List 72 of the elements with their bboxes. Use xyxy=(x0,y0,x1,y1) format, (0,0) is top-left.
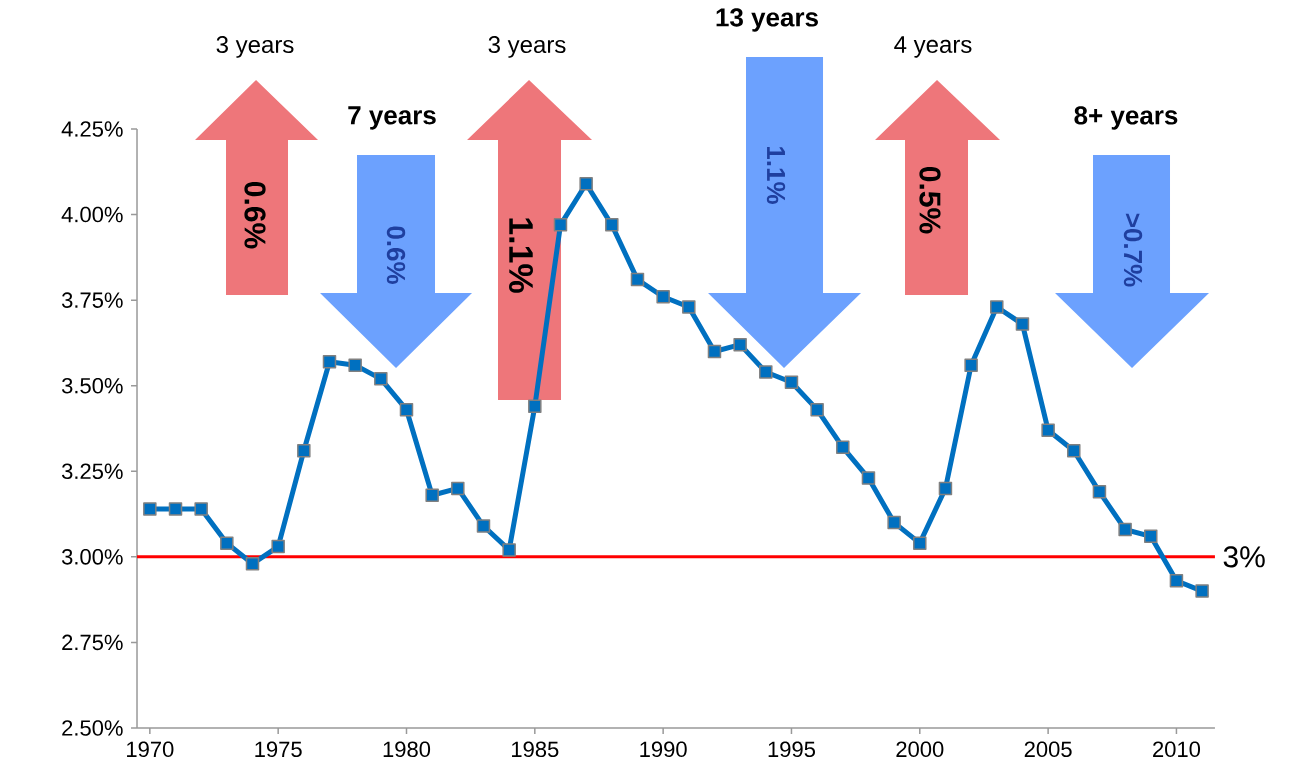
point xyxy=(451,481,465,496)
point xyxy=(528,399,542,413)
point xyxy=(1118,522,1132,537)
point xyxy=(759,365,773,379)
point xyxy=(1092,485,1107,499)
point xyxy=(990,300,1004,314)
annotation: 8+ years xyxy=(1074,106,1178,130)
point xyxy=(502,543,516,557)
y-tick-label: 3.50% xyxy=(61,377,123,394)
text: 3 years xyxy=(216,36,294,58)
point xyxy=(836,440,850,455)
point xyxy=(220,536,234,550)
point xyxy=(1195,584,1209,598)
point xyxy=(245,556,260,571)
point xyxy=(1169,574,1184,588)
point xyxy=(168,502,183,516)
point xyxy=(374,372,388,386)
y-tick-label: 3.25% xyxy=(61,463,123,480)
point xyxy=(425,488,439,502)
point xyxy=(1067,443,1081,458)
point xyxy=(913,536,927,550)
y-tick-label: 2.75% xyxy=(62,634,123,651)
point xyxy=(733,337,747,352)
x-tick-label: 1995 xyxy=(768,741,815,758)
point xyxy=(194,502,208,516)
text: 4 years xyxy=(894,36,972,58)
text: 3 years xyxy=(488,36,566,58)
point xyxy=(630,272,645,287)
point xyxy=(964,358,978,372)
point xyxy=(322,354,337,369)
point xyxy=(784,375,799,390)
annotation: 0.6% xyxy=(244,181,266,249)
ref-line-label: 3% xyxy=(1223,546,1265,568)
x-tick-label: 2005 xyxy=(1024,741,1072,758)
annotation: 0.5% xyxy=(919,166,941,234)
x-tick-label: 1975 xyxy=(255,741,302,758)
point xyxy=(605,218,619,232)
y-tick-label: 4.25% xyxy=(61,121,123,137)
point xyxy=(143,502,157,516)
point xyxy=(297,443,311,458)
y-tick-label: 3.00% xyxy=(61,549,123,565)
point xyxy=(810,402,824,417)
point xyxy=(348,358,362,372)
y-tick-label: 2.50% xyxy=(62,720,123,736)
point xyxy=(579,177,593,191)
point xyxy=(476,519,491,533)
x-tick-label: 2000 xyxy=(896,741,944,758)
point xyxy=(271,539,285,554)
x-tick-label: 1980 xyxy=(383,741,431,758)
point xyxy=(399,402,414,417)
x-tick-label: 1985 xyxy=(512,741,559,758)
point xyxy=(1041,423,1055,437)
y-tick-label: 3.75% xyxy=(61,292,123,308)
x-tick-label: 1970 xyxy=(127,741,174,758)
x-tick-label: 2010 xyxy=(1153,741,1201,758)
annotation: 7 years xyxy=(348,106,436,130)
annotation: 1.1% xyxy=(509,218,533,293)
annotation: 1.1% xyxy=(766,146,786,204)
point xyxy=(656,289,670,304)
point xyxy=(1015,317,1030,331)
point xyxy=(1144,529,1158,544)
point xyxy=(887,515,901,530)
point xyxy=(707,344,722,359)
annotation: 0.6% xyxy=(386,226,406,284)
x-tick-label: 1990 xyxy=(640,741,687,758)
point xyxy=(682,300,696,314)
point xyxy=(938,481,953,496)
point xyxy=(861,471,876,485)
y-tick-label: 4.00% xyxy=(61,206,123,223)
text: 13 years xyxy=(716,8,818,32)
point xyxy=(553,218,568,232)
annotation: >0.7% xyxy=(1123,213,1143,287)
